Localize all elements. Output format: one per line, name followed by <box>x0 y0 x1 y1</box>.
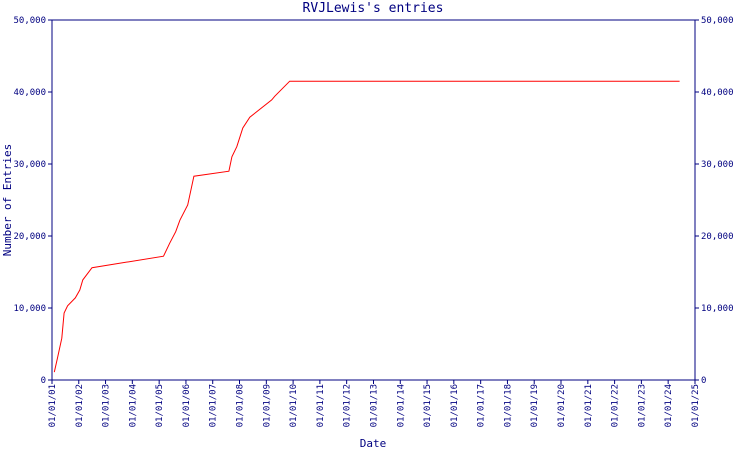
x-tick-label: 01/01/24 <box>664 384 674 427</box>
x-tick-label: 01/01/23 <box>637 384 647 427</box>
y-tick-label: 40,000 <box>13 88 46 98</box>
y-tick-label: 20,000 <box>13 232 46 242</box>
x-tick-label: 01/01/11 <box>316 384 326 427</box>
x-tick-label: 01/01/19 <box>530 384 540 427</box>
x-tick-label: 01/01/09 <box>262 384 272 427</box>
x-tick-label: 01/01/05 <box>155 384 165 427</box>
x-tick-label: 01/01/20 <box>557 384 567 427</box>
x-tick-label: 01/01/04 <box>128 384 138 427</box>
x-tick-label: 01/01/16 <box>450 384 460 427</box>
y-tick-label: 50,000 <box>13 16 46 26</box>
x-tick-label: 01/01/22 <box>611 384 621 427</box>
y2-tick-label: 40,000 <box>701 88 734 98</box>
x-tick-label: 01/01/25 <box>691 384 701 427</box>
x-tick-label: 01/01/14 <box>396 384 406 427</box>
x-axis-label: Date <box>360 437 387 450</box>
x-tick-label: 01/01/15 <box>423 384 433 427</box>
y-tick-label: 0 <box>41 376 46 386</box>
x-tick-label: 01/01/06 <box>182 384 192 427</box>
x-tick-label: 01/01/08 <box>235 384 245 427</box>
x-tick-label: 01/01/17 <box>477 384 487 427</box>
chart-title: RVJLewis's entries <box>303 1 444 16</box>
x-tick-label: 01/01/21 <box>584 384 594 427</box>
x-tick-label: 01/01/13 <box>370 384 380 427</box>
y2-tick-label: 30,000 <box>701 160 734 170</box>
x-tick-label: 01/01/12 <box>343 384 353 427</box>
y2-tick-label: 10,000 <box>701 304 734 314</box>
data-line <box>53 80 680 373</box>
x-tick-label: 01/01/03 <box>102 384 112 427</box>
x-tick-label: 01/01/02 <box>75 384 85 427</box>
y2-tick-label: 0 <box>701 376 706 386</box>
y-axis-label: Number of Entries <box>1 144 14 257</box>
x-tick-label: 01/01/18 <box>503 384 513 427</box>
y-tick-label: 10,000 <box>13 304 46 314</box>
x-tick-label: 01/01/10 <box>289 384 299 427</box>
x-tick-label: 01/01/07 <box>209 384 219 427</box>
y2-tick-label: 20,000 <box>701 232 734 242</box>
y2-tick-label: 50,000 <box>701 16 734 26</box>
x-tick-label: 01/01/01 <box>48 384 58 427</box>
y-tick-label: 30,000 <box>13 160 46 170</box>
